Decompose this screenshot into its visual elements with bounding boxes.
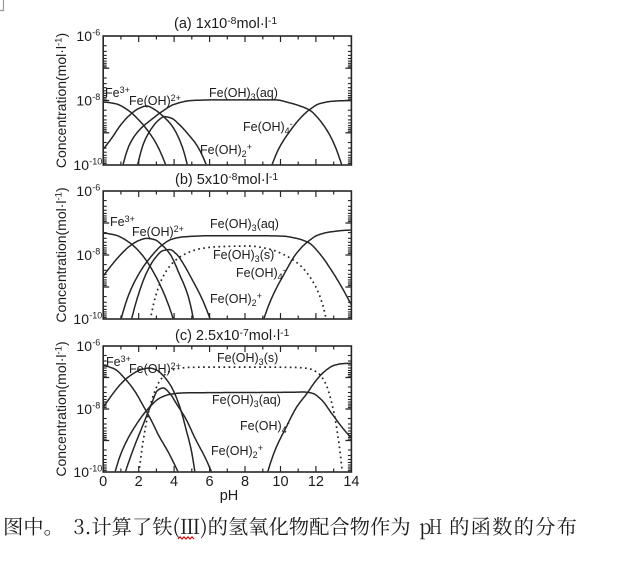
svg-text:-8: -8 — [92, 92, 100, 102]
svg-text:-8: -8 — [92, 401, 100, 411]
svg-text:4: 4 — [170, 474, 178, 490]
svg-text:Concentration(mol·l-1): Concentration(mol·l-1) — [53, 187, 69, 322]
svg-text:(c) 2.5x10-7mol·l-1: (c) 2.5x10-7mol·l-1 — [175, 328, 290, 344]
svg-text:Fe3+: Fe3+ — [106, 354, 131, 369]
svg-text:Fe(OH)2+: Fe(OH)2+ — [129, 93, 181, 108]
svg-text:-10: -10 — [89, 157, 102, 167]
svg-text:Concentration(mol·l-1): Concentration(mol·l-1) — [53, 341, 69, 476]
svg-text:-10: -10 — [89, 311, 102, 321]
svg-text:(b) 5x10-8mol·l-1: (b) 5x10-8mol·l-1 — [175, 172, 278, 188]
svg-text:-6: -6 — [92, 338, 100, 348]
svg-text:Fe(OH)4-: Fe(OH)4- — [236, 265, 286, 282]
svg-text:Fe(OH)3(s): Fe(OH)3(s) — [217, 351, 278, 367]
svg-text:(a) 1x10-8mol·l-1: (a) 1x10-8mol·l-1 — [174, 16, 277, 32]
svg-text:10: 10 — [73, 311, 89, 327]
svg-text:10: 10 — [76, 247, 92, 263]
svg-text:6: 6 — [206, 474, 214, 490]
svg-text:10: 10 — [76, 28, 92, 44]
svg-text:Fe(OH)4-: Fe(OH)4- — [240, 418, 290, 435]
svg-text:Fe(OH)2+: Fe(OH)2+ — [211, 443, 263, 460]
svg-text:Concentration(mol·l-1): Concentration(mol·l-1) — [53, 33, 69, 168]
svg-text:10: 10 — [73, 157, 89, 173]
svg-text:Fe(OH)3(s): Fe(OH)3(s) — [213, 248, 274, 264]
svg-text:-8: -8 — [92, 247, 100, 257]
svg-text:pH: pH — [220, 488, 239, 504]
svg-text:Fe(OH)3(aq): Fe(OH)3(aq) — [210, 217, 279, 233]
svg-text:Fe(OH)2+: Fe(OH)2+ — [200, 142, 252, 159]
svg-text:Fe(OH)2+: Fe(OH)2+ — [210, 291, 262, 308]
svg-text:12: 12 — [308, 474, 324, 490]
svg-text:10: 10 — [76, 338, 92, 354]
svg-text:-10: -10 — [89, 464, 102, 474]
svg-text:10: 10 — [73, 464, 89, 480]
svg-text:Fe(OH)2+: Fe(OH)2+ — [132, 224, 184, 239]
svg-text:10: 10 — [272, 474, 288, 490]
svg-text:14: 14 — [343, 474, 359, 490]
svg-text:Fe(OH)3(aq): Fe(OH)3(aq) — [209, 86, 278, 102]
svg-text:10: 10 — [76, 401, 92, 417]
svg-text:Fe(OH)2+: Fe(OH)2+ — [129, 361, 181, 376]
svg-text:Fe3+: Fe3+ — [105, 85, 130, 100]
svg-text:-6: -6 — [92, 183, 100, 193]
svg-text:-6: -6 — [92, 28, 100, 38]
svg-text:Fe(OH)4-: Fe(OH)4- — [243, 119, 293, 136]
svg-text:0: 0 — [99, 474, 107, 490]
svg-text:Fe3+: Fe3+ — [110, 214, 135, 229]
svg-text:2: 2 — [135, 474, 143, 490]
svg-text:8: 8 — [241, 474, 249, 490]
svg-text:Fe(OH)3(aq): Fe(OH)3(aq) — [212, 393, 281, 409]
svg-text:10: 10 — [76, 93, 92, 109]
svg-text:10: 10 — [76, 183, 92, 199]
